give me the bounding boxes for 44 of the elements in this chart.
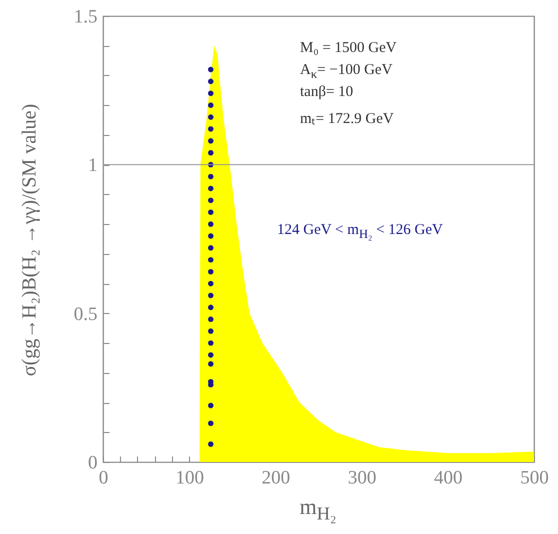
point	[208, 138, 214, 144]
y-tick-label: 1	[88, 155, 98, 176]
point	[208, 126, 214, 132]
point	[208, 210, 214, 215]
point	[208, 441, 214, 447]
point	[208, 221, 214, 227]
point	[208, 150, 214, 156]
point	[208, 78, 214, 84]
point	[208, 304, 214, 310]
point	[208, 340, 214, 346]
point	[208, 352, 214, 358]
point	[208, 420, 214, 426]
y-tick-label: 1.5	[74, 6, 98, 28]
x-tick-label: 400	[434, 468, 463, 488]
point	[208, 268, 214, 274]
x-axis-title: m$_{H₂}$	[300, 494, 336, 524]
point	[208, 257, 214, 263]
x-tick-label: 300	[348, 468, 376, 488]
point	[208, 280, 214, 286]
annotation: 124 GeV < m$_{H₂}$ < 126 GeV	[277, 222, 443, 242]
x-tick-label: 100	[175, 468, 204, 488]
point	[208, 186, 214, 192]
point	[208, 198, 214, 204]
point	[208, 90, 214, 96]
point	[208, 316, 214, 322]
point	[208, 114, 214, 120]
point	[208, 233, 214, 239]
annotation: tanβ= 10	[300, 84, 354, 101]
point	[208, 174, 214, 180]
x-tick-label: 500	[520, 468, 549, 488]
y-axis-title: σ(gg→H₂)B(H₂ →γγ)/(SM value)	[18, 104, 42, 376]
point	[208, 245, 214, 251]
annotation: M₀ = 1500 GeV	[300, 40, 397, 57]
point	[208, 66, 214, 72]
y-tick-label: 0	[88, 452, 98, 474]
point	[208, 402, 214, 408]
y-tick-label: 0.5	[74, 304, 98, 325]
x-tick-label: 200	[262, 468, 290, 488]
annotation: mₜ= 172.9 GeV	[300, 110, 394, 128]
point	[208, 328, 214, 334]
annotation: A$_{κ}$= −100 GeV	[300, 62, 392, 82]
point	[208, 292, 214, 298]
point	[208, 102, 214, 108]
point	[208, 361, 214, 367]
